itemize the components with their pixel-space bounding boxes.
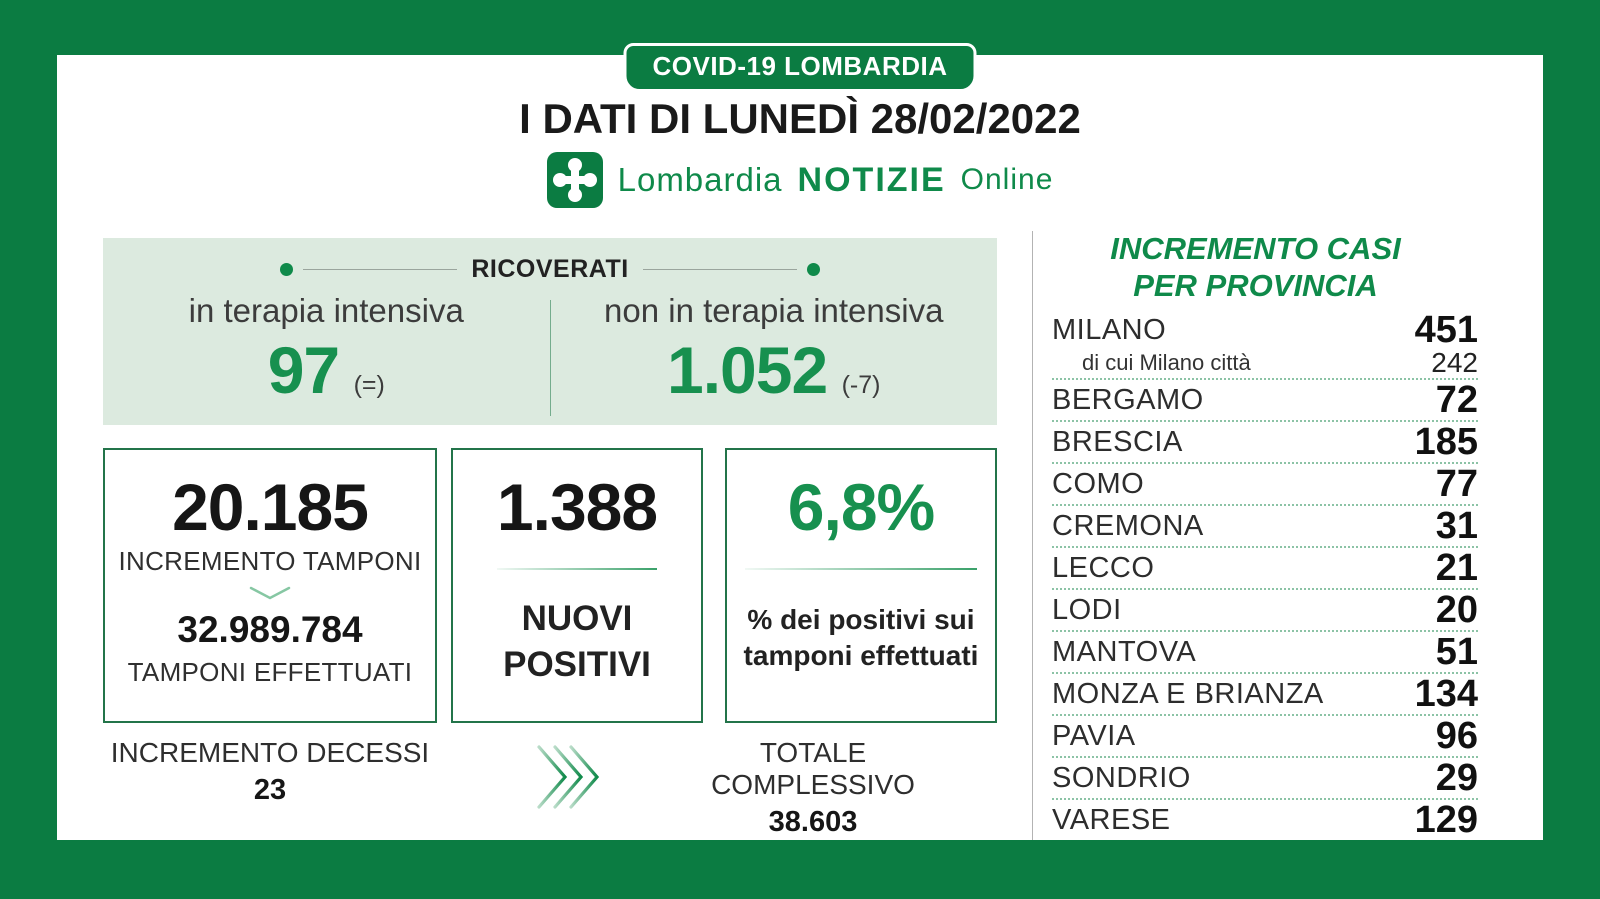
table-row-milano: MILANO 451 di cui Milano città 242 [1052, 308, 1478, 381]
heading-line-left [303, 269, 458, 270]
province-value: 29 [1435, 756, 1478, 799]
logo-online-text: Online [960, 163, 1054, 196]
province-panel-title: INCREMENTO CASI PER PROVINCIA [1033, 231, 1478, 304]
province-name: BRESCIA [1052, 425, 1183, 458]
terapia-intensiva-label: in terapia intensiva [188, 292, 464, 329]
province-value: 185 [1414, 420, 1478, 463]
incremento-tamponi-value: 20.185 [172, 470, 369, 544]
covid-lombardia-badge: COVID-19 LOMBARDIA [623, 43, 977, 92]
tamponi-box: 20.185 INCREMENTO TAMPONI 32.989.784 TAM… [103, 448, 437, 723]
green-dot-left-icon [280, 263, 293, 276]
box-divider-line [497, 568, 657, 570]
province-name: COMO [1052, 467, 1145, 500]
incremento-tamponi-label: INCREMENTO TAMPONI [118, 546, 422, 576]
non-terapia-intensiva-delta: (-7) [841, 371, 881, 399]
province-name: VARESE [1052, 803, 1171, 836]
green-dot-right-icon [807, 263, 821, 276]
province-value: 134 [1414, 672, 1478, 715]
terapia-intensiva-value-row: 97 (=) [103, 332, 550, 408]
non-terapia-intensiva-block: non in terapia intensiva 1.052 (-7) [551, 292, 998, 416]
triple-chevron-right-icon [537, 745, 600, 809]
table-row: MONZA E BRIANZA 134 [1052, 672, 1478, 717]
totale-complessivo-block: TOTALE COMPLESSIVO 38.603 [663, 737, 963, 839]
heading-line-right [642, 269, 798, 270]
footer-row: INCREMENTO DECESSI 23 TOTALE COMPLESSIVO… [103, 737, 997, 838]
content-area: COVID-19 LOMBARDIA I DATI DI LUNEDÌ 28/0… [57, 43, 1543, 841]
lombardia-notizie-logo: Lombardia NOTIZIE Online [57, 152, 1543, 208]
province-name: MONZA E BRIANZA [1052, 677, 1324, 710]
incremento-decessi-label: INCREMENTO DECESSI [110, 737, 430, 768]
table-row: MANTOVA 51 [1052, 630, 1478, 675]
tamponi-effettuati-value: 32.989.784 [177, 609, 363, 650]
province-value: 72 [1435, 378, 1478, 421]
province-name: MILANO [1052, 313, 1167, 346]
non-terapia-intensiva-value-row: 1.052 (-7) [551, 332, 998, 408]
nuovi-positivi-box: 1.388 NUOVI POSITIVI [451, 448, 703, 723]
box-divider-line [745, 568, 977, 570]
ricoverati-panel: RICOVERATI in terapia intensiva 97 (=) n… [103, 238, 997, 425]
totale-complessivo-label: TOTALE COMPLESSIVO [711, 737, 915, 800]
column-divider [549, 300, 551, 416]
province-name: PAVIA [1052, 719, 1136, 752]
province-name: BERGAMO [1052, 383, 1204, 416]
table-row: BRESCIA 185 [1052, 420, 1478, 465]
terapia-intensiva-value: 97 [267, 333, 340, 407]
nuovi-positivi-label: NUOVI POSITIVI [503, 599, 651, 684]
totale-complessivo-value: 38.603 [768, 806, 858, 838]
page-title: I DATI DI LUNEDÌ 28/02/2022 [519, 95, 1081, 142]
incremento-decessi-block: INCREMENTO DECESSI 23 [103, 737, 437, 807]
province-name: LODI [1052, 593, 1122, 626]
table-row: SONDRIO 29 [1052, 756, 1478, 801]
province-value: 51 [1435, 630, 1478, 673]
badge-label: COVID-19 LOMBARDIA [652, 51, 948, 81]
stat-boxes: 20.185 INCREMENTO TAMPONI 32.989.784 TAM… [103, 448, 997, 723]
logo-news-text: NOTIZIE [797, 160, 946, 199]
province-name: CREMONA [1052, 509, 1204, 542]
percentuale-value: 6,8% [787, 470, 935, 544]
subrow-label: di cui Milano città [1082, 350, 1251, 376]
terapia-intensiva-block: in terapia intensiva 97 (=) [103, 292, 550, 416]
table-row: VARESE 129 [1052, 798, 1478, 841]
province-name: MANTOVA [1052, 635, 1197, 668]
subrow-value: 242 [1431, 347, 1478, 379]
non-terapia-intensiva-value: 1.052 [666, 333, 828, 407]
terapia-intensiva-delta: (=) [353, 371, 385, 399]
province-name: LECCO [1052, 551, 1155, 584]
province-panel: INCREMENTO CASI PER PROVINCIA MILANO 451… [1032, 231, 1478, 841]
table-row: COMO 77 [1052, 462, 1478, 507]
incremento-decessi-value: 23 [253, 774, 287, 806]
province-value: 129 [1414, 798, 1478, 841]
tamponi-effettuati-label: TAMPONI EFFETTUATI [127, 657, 413, 687]
table-row: CREMONA 31 [1052, 504, 1478, 549]
non-terapia-intensiva-label: non in terapia intensiva [604, 292, 944, 329]
province-value: 21 [1435, 546, 1478, 589]
ricoverati-columns: in terapia intensiva 97 (=) non in terap… [103, 292, 997, 416]
province-value: 451 [1414, 308, 1478, 351]
logo-brand-text: Lombardia [617, 161, 783, 198]
nuovi-positivi-value: 1.388 [496, 470, 658, 544]
province-title-line2: PER PROVINCIA [1133, 267, 1378, 303]
percentuale-positivi-box: 6,8% % dei positivi sui tamponi effettua… [725, 448, 997, 723]
province-value: 96 [1435, 714, 1478, 757]
province-name: SONDRIO [1052, 761, 1191, 794]
province-value: 31 [1435, 504, 1478, 547]
ricoverati-title: RICOVERATI [471, 255, 629, 283]
ricoverati-heading: RICOVERATI [280, 238, 821, 284]
table-row: PAVIA 96 [1052, 714, 1478, 759]
percentuale-label: % dei positivi sui tamponi effettuati [743, 604, 979, 672]
milano-citta-subrow: di cui Milano città 242 [1052, 347, 1478, 379]
province-value: 77 [1435, 462, 1478, 505]
table-row: LECCO 21 [1052, 546, 1478, 591]
province-list: MILANO 451 di cui Milano città 242 BERGA… [1033, 308, 1478, 841]
rosa-camuna-icon [546, 152, 603, 208]
table-row: BERGAMO 72 [1052, 378, 1478, 423]
chevron-down-icon [249, 586, 291, 600]
province-title-line1: INCREMENTO CASI [1110, 231, 1401, 266]
province-value: 20 [1435, 588, 1478, 631]
table-row: LODI 20 [1052, 588, 1478, 633]
